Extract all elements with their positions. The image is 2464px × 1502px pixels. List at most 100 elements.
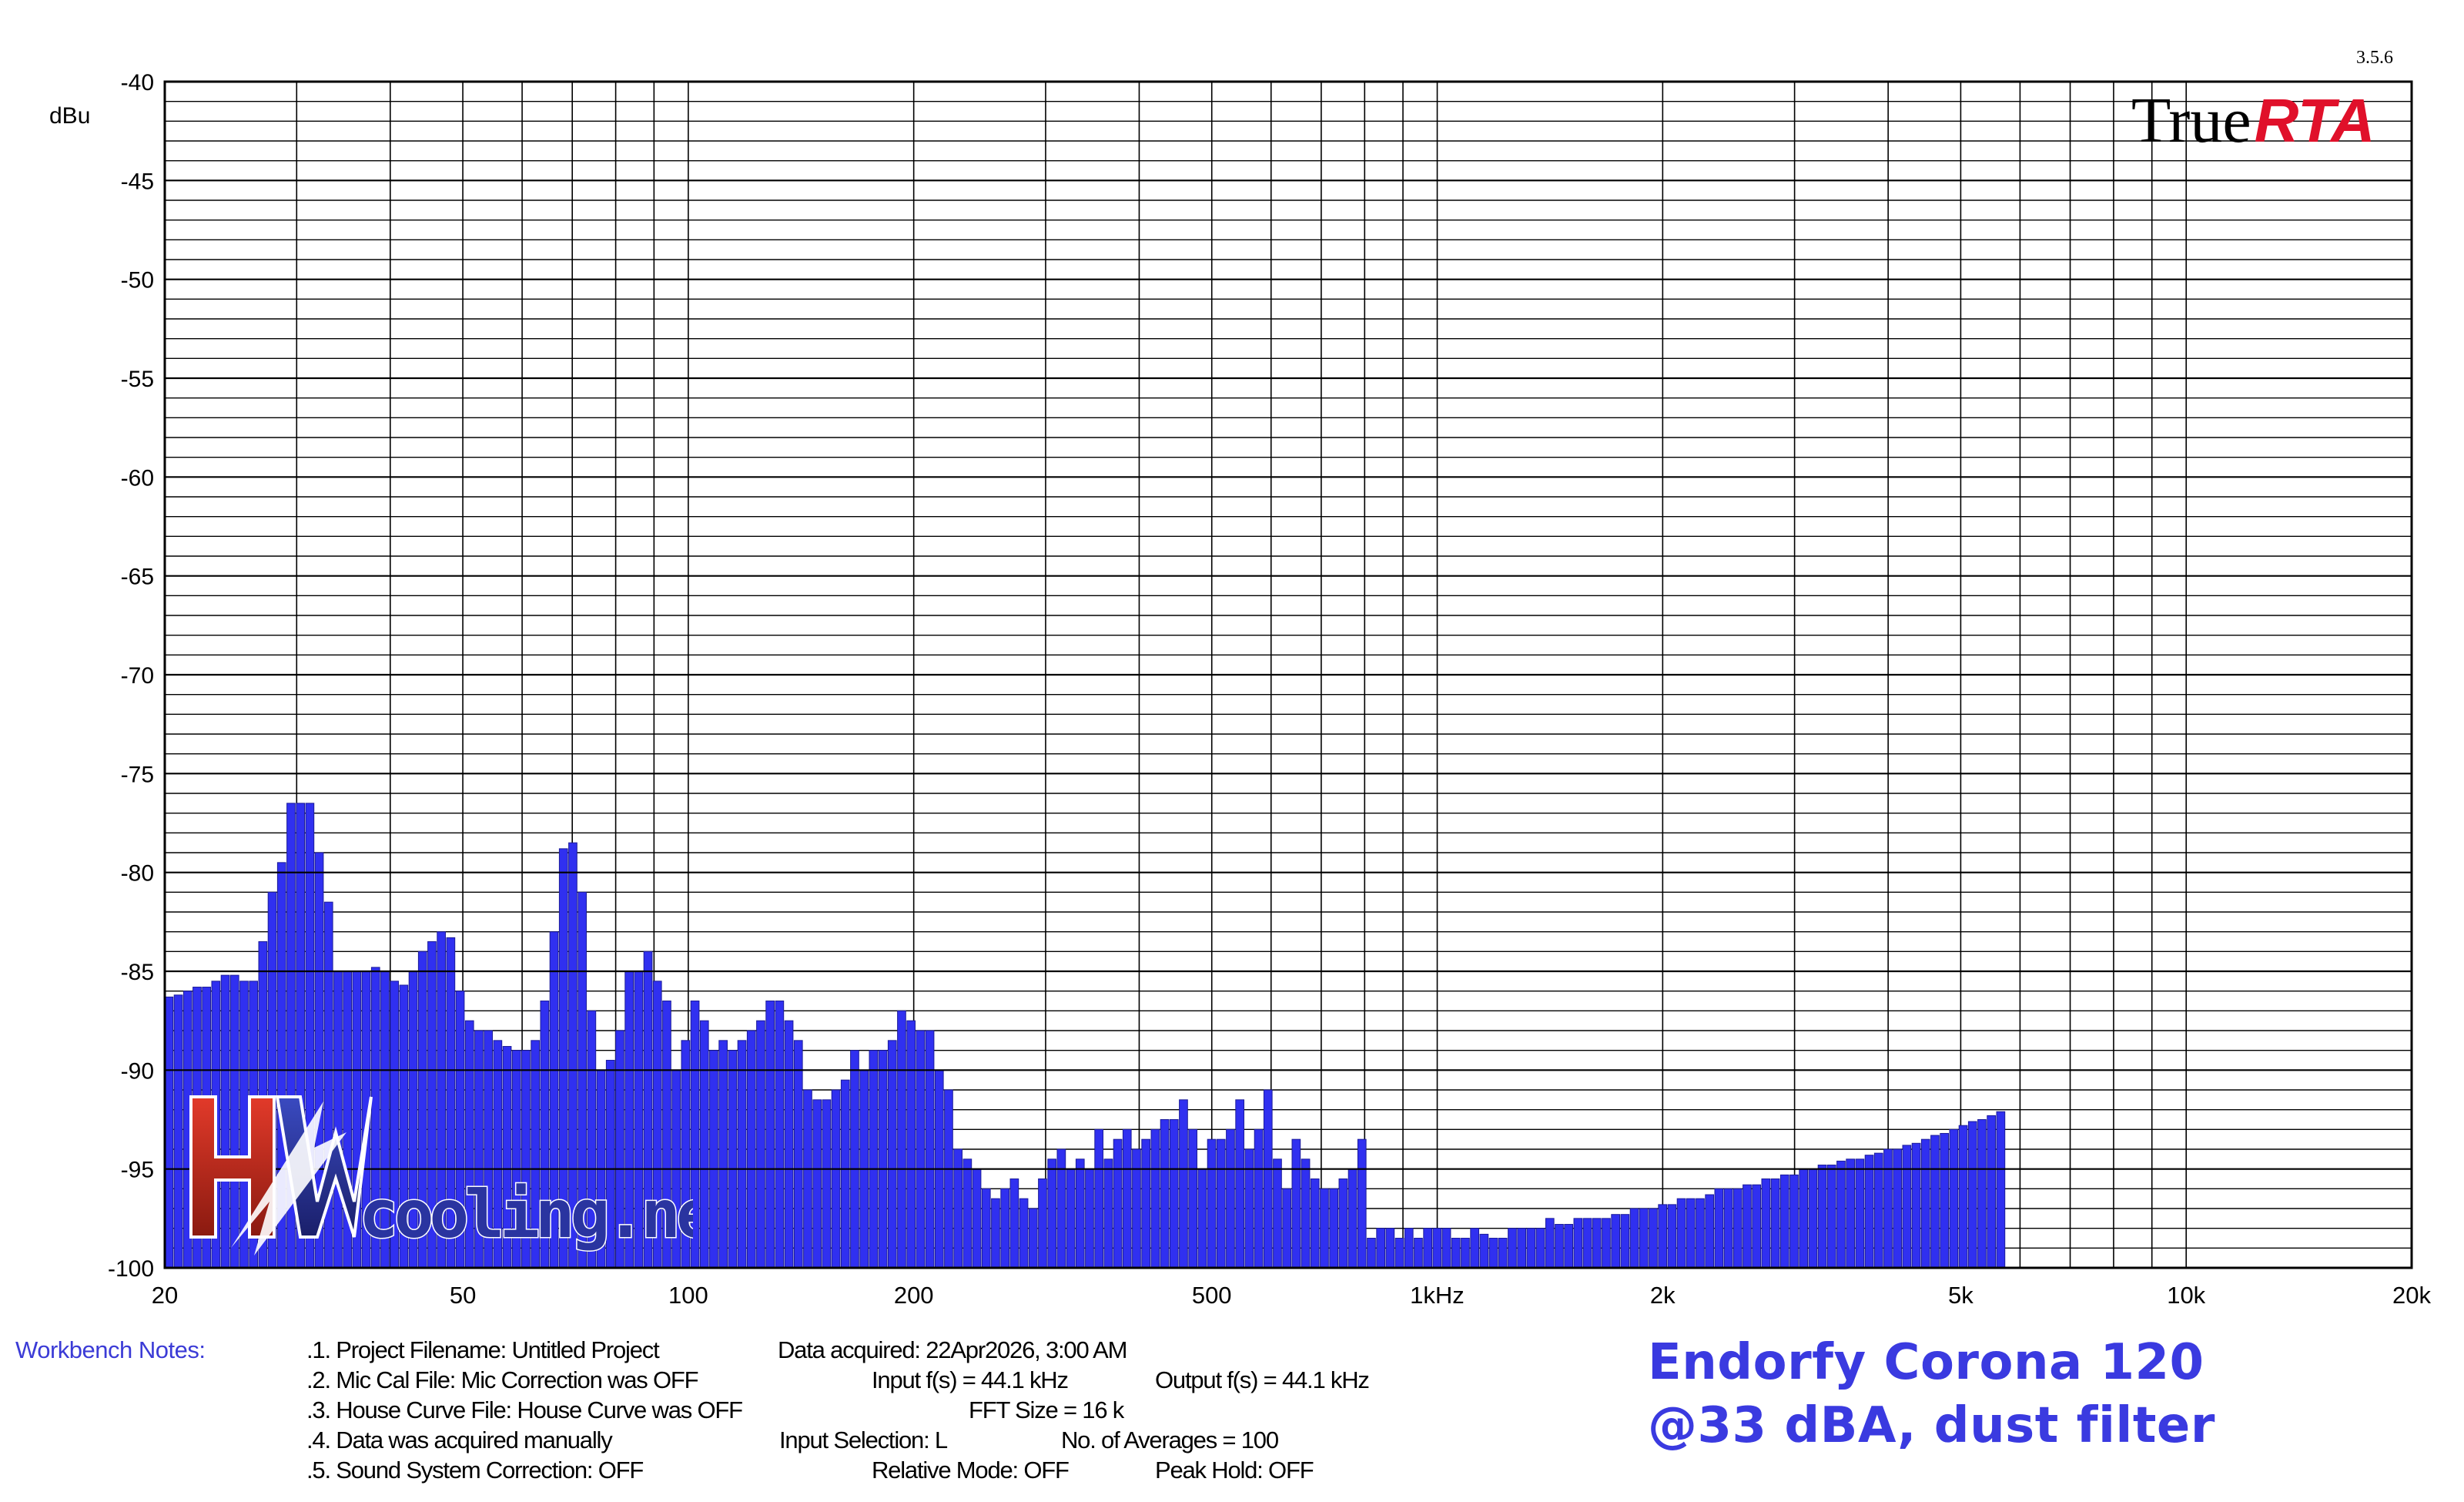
- spectrum-bar: [746, 1030, 756, 1269]
- spectrum-bar: [1555, 1224, 1564, 1269]
- x-tick-label: 1kHz: [1410, 1282, 1465, 1309]
- spectrum-bar: [1451, 1238, 1461, 1269]
- x-tick-label: 20k: [2392, 1282, 2431, 1309]
- spectrum-bar: [1470, 1228, 1480, 1269]
- spectrum-bar: [953, 1148, 963, 1269]
- spectrum-bar: [1686, 1198, 1696, 1269]
- spectrum-bar: [1789, 1174, 1799, 1269]
- spectrum-bar: [991, 1198, 1000, 1269]
- spectrum-bar: [1705, 1194, 1715, 1269]
- spectrum-bar: [822, 1099, 832, 1269]
- spectrum-bar: [1911, 1142, 1921, 1269]
- x-tick-label: 2k: [1650, 1282, 1676, 1309]
- spectrum-bar: [1658, 1204, 1668, 1269]
- spectrum-bar: [1244, 1148, 1254, 1269]
- spectrum-bar: [1752, 1184, 1762, 1269]
- logo-rta-text: RTA: [2254, 86, 2375, 155]
- spectrum-bar: [803, 1089, 812, 1269]
- spectrum-bar: [1977, 1119, 1987, 1269]
- spectrum-bar: [1113, 1138, 1123, 1269]
- note-item-5: .5. Sound System Correction: OFF: [306, 1457, 644, 1484]
- spectrum-bar: [1761, 1178, 1771, 1269]
- note-item-3: .3. House Curve File: House Curve was OF…: [306, 1396, 743, 1423]
- note-peak-hold: Peak Hold: OFF: [1155, 1457, 1314, 1484]
- spectrum-bar: [812, 1099, 822, 1269]
- spectrum-bar: [1611, 1214, 1621, 1269]
- spectrum-bar: [1676, 1198, 1686, 1269]
- spectrum-bar: [1461, 1238, 1470, 1269]
- y-tick-label: -45: [121, 169, 154, 194]
- spectrum-bar: [1282, 1188, 1292, 1269]
- spectrum-bar: [709, 1050, 718, 1269]
- spectrum-bar: [1808, 1168, 1818, 1269]
- spectrum-bar: [1028, 1208, 1038, 1269]
- spectrum-bar: [1103, 1158, 1113, 1269]
- spectrum-bar: [793, 1040, 803, 1269]
- y-tick-label: -95: [121, 1158, 154, 1183]
- y-tick-label: -70: [121, 663, 154, 689]
- spectrum-bar: [1592, 1218, 1602, 1269]
- spectrum-bar: [1949, 1128, 1959, 1269]
- caption-line-1: Endorfy Corona 120: [1648, 1334, 2205, 1391]
- spectrum-bar: [1958, 1125, 1968, 1269]
- spectrum-bar: [1357, 1138, 1367, 1269]
- spectrum-bar: [981, 1188, 991, 1269]
- spectrum-bar: [737, 1040, 747, 1269]
- spectrum-bar: [1235, 1099, 1245, 1269]
- spectrum-bar: [878, 1050, 888, 1269]
- spectrum-bar: [1996, 1111, 2006, 1269]
- spectrum-bar: [1517, 1228, 1527, 1269]
- hw-logo-mark: [189, 1095, 373, 1256]
- watermark-cooling-text: cooling.net: [359, 1176, 693, 1253]
- note-fft-size: FFT Size = 16 k: [969, 1396, 1124, 1423]
- spectrum-bar: [1216, 1138, 1226, 1269]
- caption-line-2: @33 dBA, dust filter: [1648, 1397, 2215, 1454]
- spectrum-bar: [1066, 1168, 1076, 1269]
- spectrum-bar: [1394, 1238, 1404, 1269]
- spectrum-bar: [1122, 1128, 1132, 1269]
- spectrum-bar: [1179, 1099, 1188, 1269]
- spectrum-bar: [784, 1020, 794, 1269]
- spectrum-bar: [728, 1050, 738, 1269]
- spectrum-bar: [1987, 1115, 1997, 1269]
- spectrum-bar: [1620, 1214, 1630, 1269]
- spectrum-bar: [1826, 1165, 1836, 1269]
- spectrum-bar: [1310, 1178, 1320, 1269]
- spectrum-bar: [1667, 1204, 1677, 1269]
- spectrum-bar: [925, 1030, 935, 1269]
- spectrum-bar: [756, 1020, 765, 1269]
- spectrum-bar: [1902, 1145, 1912, 1269]
- spectrum-bar: [962, 1158, 973, 1269]
- spectrum-bar: [1920, 1138, 1930, 1269]
- chart-caption: Endorfy Corona 120 @33 dBA, dust filter: [1648, 1331, 2215, 1457]
- spectrum-bar: [1320, 1188, 1329, 1269]
- spectrum-bar: [1873, 1152, 1883, 1269]
- spectrum-bar: [1602, 1218, 1611, 1269]
- x-tick-label: 10k: [2167, 1282, 2205, 1309]
- spectrum-bar: [1441, 1228, 1451, 1269]
- note-input-fs: Input f(s) = 44.1 kHz: [872, 1366, 1069, 1393]
- x-tick-label: 500: [1192, 1282, 1232, 1309]
- spectrum-bar: [1376, 1228, 1386, 1269]
- spectrum-bar: [775, 1001, 785, 1269]
- spectrum-bar: [1141, 1138, 1151, 1269]
- spectrum-bar: [1508, 1228, 1517, 1269]
- spectrum-bar: [1301, 1158, 1311, 1269]
- spectrum-bar: [1639, 1208, 1649, 1269]
- spectrum-bar: [1226, 1128, 1235, 1269]
- spectrum-bar: [1967, 1121, 1977, 1269]
- spectrum-bar: [1732, 1188, 1743, 1269]
- y-tick-label: -65: [121, 565, 154, 590]
- spectrum-bar: [1479, 1233, 1489, 1269]
- x-tick-label: 100: [668, 1282, 708, 1309]
- spectrum-bar: [1160, 1119, 1170, 1269]
- y-tick-label: -75: [121, 762, 154, 787]
- y-tick-label: -90: [121, 1058, 154, 1084]
- note-item-1: .1. Project Filename: Untitled Project: [306, 1336, 660, 1363]
- spectrum-bar: [1038, 1178, 1047, 1269]
- notes-label: Workbench Notes:: [15, 1336, 206, 1363]
- spectrum-bar: [1564, 1224, 1574, 1269]
- plot-frame: [163, 80, 2413, 1269]
- spectrum-bar: [1254, 1128, 1264, 1269]
